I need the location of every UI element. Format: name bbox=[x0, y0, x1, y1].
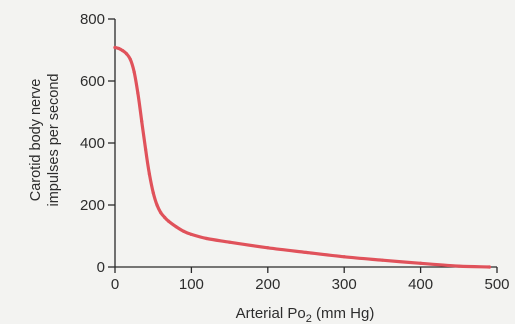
data-point-0-25 bbox=[457, 264, 461, 268]
data-point-0-13 bbox=[163, 215, 167, 219]
data-point-0-21 bbox=[304, 250, 308, 255]
data-point-0-19 bbox=[228, 240, 232, 244]
x-tick-label-100: 100 bbox=[179, 276, 204, 293]
data-point-0-20 bbox=[266, 246, 270, 250]
data-point-0-3 bbox=[124, 52, 129, 56]
data-point-0-5 bbox=[132, 70, 136, 74]
data-point-0-6 bbox=[136, 91, 140, 95]
data-point-0-11 bbox=[155, 203, 159, 207]
data-point-0-2 bbox=[121, 49, 125, 53]
x-axis-label-main: Arterial Po bbox=[236, 305, 306, 322]
y-axis-label-line-2: impulses per second bbox=[46, 74, 62, 207]
data-point-0-8 bbox=[143, 147, 148, 151]
x-axis-label-subscript: 2 bbox=[306, 313, 312, 324]
y-axis-title: Carotid body nerve impulses per second bbox=[28, 74, 62, 207]
data-point-0-14 bbox=[166, 219, 171, 223]
x-tick-label-0: 0 bbox=[111, 276, 119, 293]
data-point-0-7 bbox=[140, 119, 144, 123]
data-point-0-16 bbox=[182, 229, 186, 233]
x-tick-label-200: 200 bbox=[255, 276, 280, 293]
series-group bbox=[113, 45, 491, 269]
data-point-0-12 bbox=[159, 211, 163, 215]
data-point-0-10 bbox=[151, 191, 155, 195]
series-line-0 bbox=[113, 45, 491, 269]
x-ticks: 0 100 200 300 400 500 bbox=[111, 267, 510, 293]
y-tick-label-200: 200 bbox=[80, 197, 105, 214]
y-tick-label-600: 600 bbox=[80, 73, 105, 90]
data-point-0-24 bbox=[419, 261, 423, 265]
data-point-0-17 bbox=[189, 232, 193, 237]
x-tick-label-300: 300 bbox=[332, 276, 357, 293]
x-tick-label-500: 500 bbox=[484, 276, 509, 293]
x-tick-label-400: 400 bbox=[408, 276, 433, 293]
data-point-0-0 bbox=[113, 45, 117, 50]
y-ticks: 0 200 400 600 800 bbox=[80, 11, 115, 276]
y-tick-label-800: 800 bbox=[80, 11, 105, 28]
y-tick-label-400: 400 bbox=[80, 135, 105, 152]
y-tick-label-0: 0 bbox=[97, 259, 105, 276]
data-point-0-4 bbox=[128, 57, 132, 61]
data-point-0-18 bbox=[205, 236, 209, 241]
y-axis-label-line-1: Carotid body nerve bbox=[28, 79, 44, 202]
x-axis-title: Arterial Po2 (mm Hg) bbox=[236, 305, 375, 324]
data-point-0-15 bbox=[174, 225, 178, 229]
data-point-0-26 bbox=[487, 265, 491, 269]
data-point-0-23 bbox=[380, 258, 384, 262]
x-axis-label-units: (mm Hg) bbox=[312, 305, 375, 322]
data-point-0-1 bbox=[117, 46, 121, 51]
data-point-0-22 bbox=[342, 255, 346, 259]
data-point-0-9 bbox=[147, 172, 151, 176]
